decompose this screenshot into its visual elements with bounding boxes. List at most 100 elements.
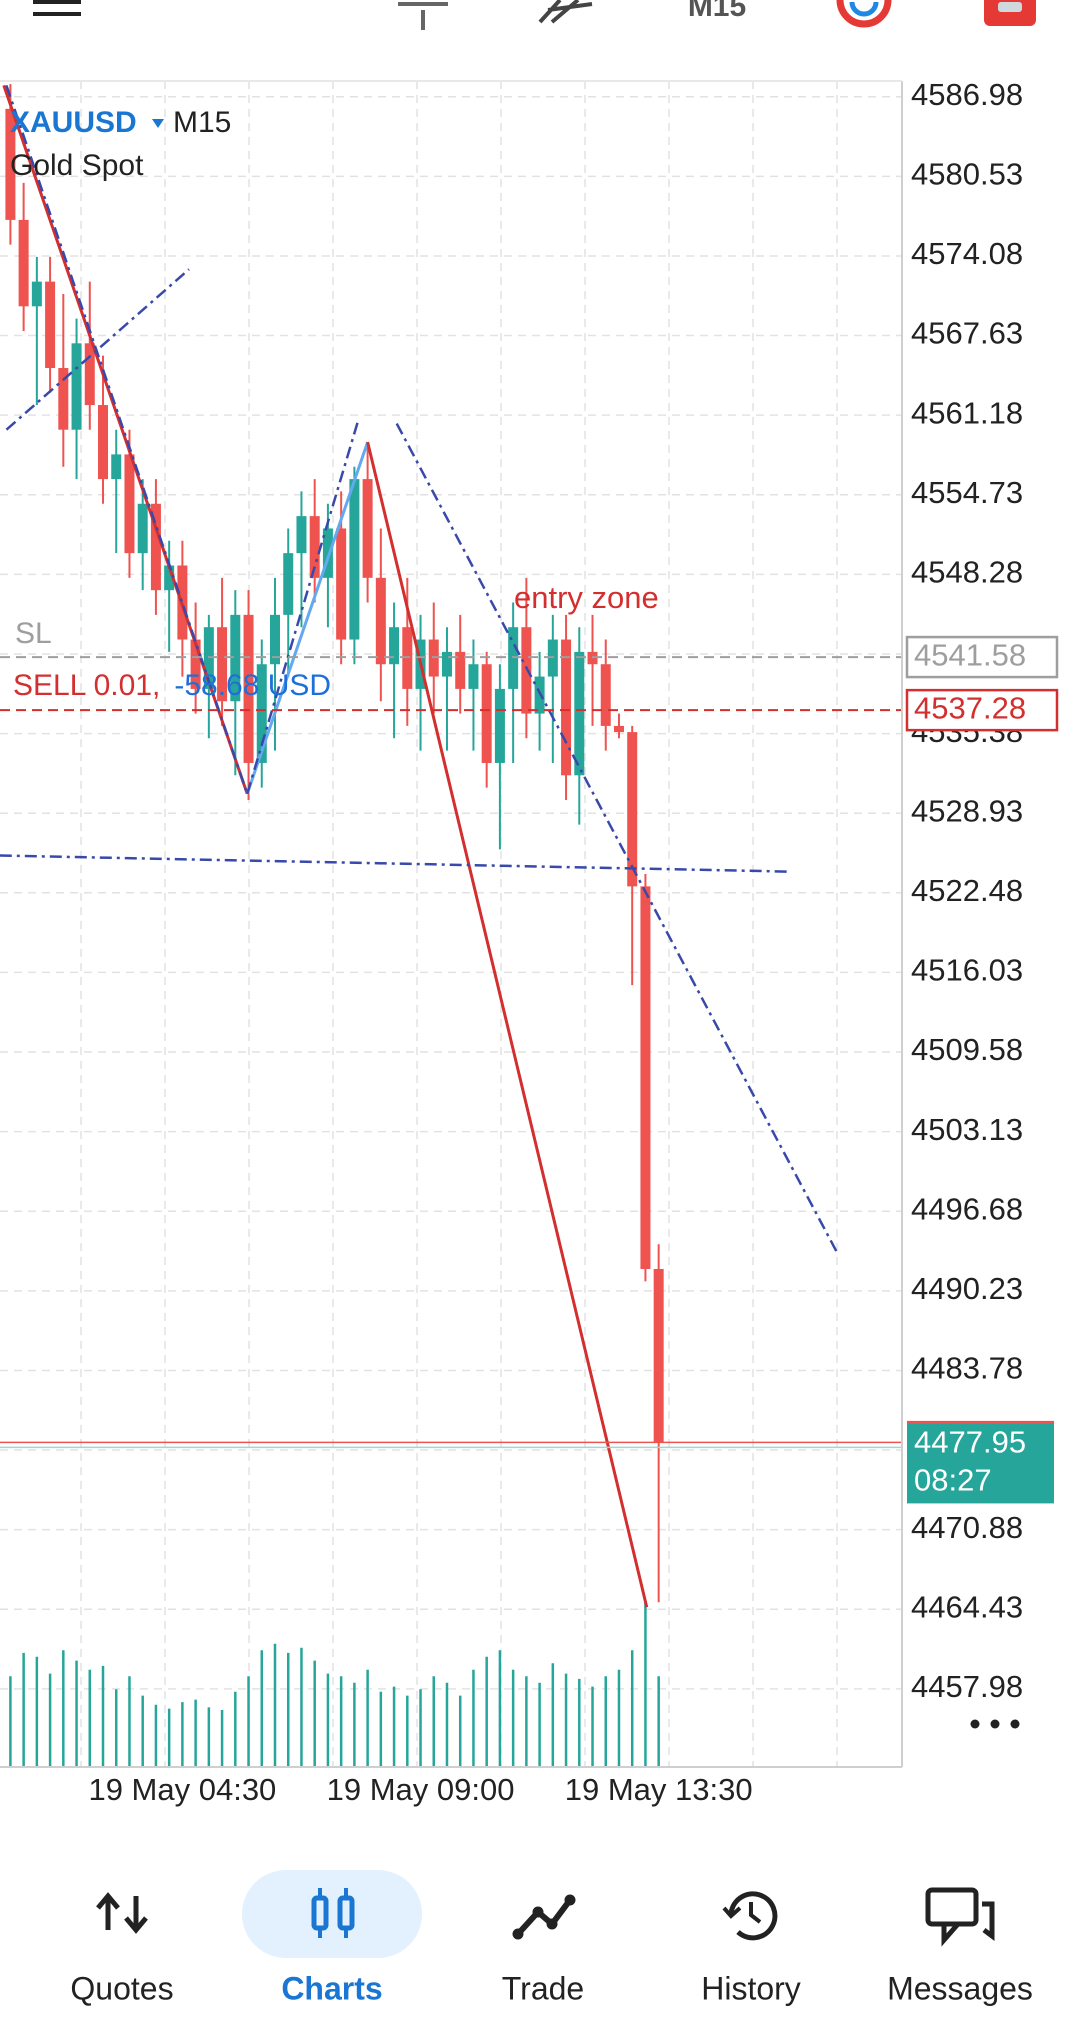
stop-loss-label: SL — [15, 617, 52, 650]
candle-body — [84, 343, 95, 406]
trade-icon — [512, 1894, 576, 1940]
candle-body — [362, 479, 373, 578]
candle-body — [574, 651, 585, 776]
nav-tab-label[interactable]: Messages — [887, 1970, 1033, 2006]
trendline[interactable] — [0, 854, 788, 873]
candle-body — [309, 516, 320, 578]
candle-body — [521, 627, 532, 714]
quotes-icon — [96, 1892, 148, 1934]
y-tick-label: 4580.53 — [911, 157, 1023, 192]
y-tick-label: 4554.73 — [911, 475, 1023, 510]
chart-timeframe: M15 — [173, 106, 231, 139]
y-tick-label: 4528.93 — [911, 793, 1023, 828]
position-profit: -58.68 USD — [174, 669, 331, 702]
candle-body — [613, 725, 624, 733]
y-tick-label: 4509.58 — [911, 1032, 1023, 1067]
x-tick-label: 19 May 04:30 — [88, 1772, 276, 1807]
y-tick-label: 4503.13 — [911, 1112, 1023, 1147]
symbol[interactable]: XAUUSD — [10, 106, 137, 139]
trendline[interactable] — [246, 419, 360, 795]
candle-body — [283, 553, 294, 615]
trade-button[interactable] — [984, 0, 1036, 26]
nav-tab-label[interactable]: Quotes — [70, 1970, 173, 2006]
y-tick-label: 4586.98 — [911, 77, 1023, 112]
y-tick-label: 4490.23 — [911, 1271, 1023, 1306]
candle-body — [336, 528, 347, 640]
bar-countdown: 08:27 — [914, 1463, 992, 1498]
y-tick-label: 4496.68 — [911, 1191, 1023, 1226]
candle-body — [243, 614, 254, 763]
history-icon — [722, 1891, 778, 1941]
candle-body — [190, 639, 201, 689]
candle-body — [455, 651, 466, 689]
candle-body — [322, 528, 333, 578]
nav-tab-label[interactable]: History — [701, 1970, 801, 2006]
candle-body — [640, 886, 651, 1269]
candle-body — [653, 1268, 664, 1443]
trendline[interactable] — [245, 441, 370, 795]
candle-body — [124, 454, 135, 554]
stop-loss-price: 4541.58 — [914, 637, 1026, 672]
trendline[interactable] — [366, 441, 649, 1608]
timeframe-button[interactable]: M15 — [688, 0, 746, 23]
candle-body — [217, 627, 228, 702]
candle-body — [71, 343, 82, 430]
position-price: 4537.28 — [914, 690, 1026, 725]
candle-body — [561, 639, 572, 776]
candle-body — [627, 732, 638, 887]
nav-tab-label[interactable]: Trade — [502, 1970, 584, 2006]
candle-body — [137, 503, 148, 554]
stop-loss-price-box — [905, 635, 1059, 679]
candle-body — [481, 664, 492, 763]
y-tick-label: 4464.43 — [911, 1589, 1023, 1624]
candle-body — [18, 219, 29, 307]
annotation[interactable]: entry zone — [514, 580, 659, 615]
active-tab-highlight — [242, 1870, 422, 1958]
candle-body — [296, 516, 307, 554]
current-price-box — [907, 1421, 1054, 1504]
candle-body — [375, 577, 386, 665]
y-tick-label: 4574.08 — [911, 236, 1023, 271]
y-tick-label: 4522.48 — [911, 873, 1023, 908]
bottom-nav: Quotes Charts Trade History Messages — [70, 1870, 1033, 2006]
position-side: SELL 0.01, — [13, 669, 160, 702]
candle-body — [349, 479, 360, 640]
trendline[interactable] — [5, 268, 190, 431]
x-tick-label: 19 May 09:00 — [327, 1772, 515, 1807]
nav-tab-label[interactable]: Charts — [281, 1970, 382, 2006]
y-tick-label: 4516.03 — [911, 953, 1023, 988]
y-tick-label: 4483.78 — [911, 1351, 1023, 1386]
candle-body — [5, 108, 16, 220]
candle-body — [164, 565, 175, 591]
candle-body — [31, 281, 42, 307]
messages-icon — [925, 1887, 995, 1947]
objects-button[interactable] — [836, 0, 892, 28]
y-tick-label: 4567.63 — [911, 316, 1023, 351]
more-button[interactable] — [970, 1719, 1020, 1729]
y-tick-label: 4548.28 — [911, 555, 1023, 590]
position-price-box — [905, 688, 1059, 732]
indicators-button[interactable] — [538, 0, 593, 24]
trendline[interactable] — [395, 422, 840, 1257]
candle-body — [256, 664, 267, 763]
chart: 4586.98 4580.53 4574.08 4567.63 4561.18 4554.… — [0, 77, 1059, 1807]
menu-button[interactable] — [33, 0, 81, 16]
position-label[interactable]: SELL 0.01, -58.68 USD — [13, 669, 331, 702]
symbol-dropdown[interactable] — [152, 119, 164, 128]
candle-body — [494, 688, 505, 763]
candle-body — [150, 503, 161, 591]
y-tick-label: 4457.98 — [911, 1669, 1023, 1704]
symbol-description: Gold Spot — [10, 149, 144, 182]
trendline[interactable] — [2, 84, 249, 795]
plot-area — [0, 81, 902, 1767]
charts-icon — [311, 1888, 355, 1938]
candle-body — [58, 368, 69, 430]
candle-body — [441, 651, 452, 677]
candle-body — [230, 614, 241, 702]
candle-body — [600, 664, 611, 726]
y-tick-label: 4561.18 — [911, 395, 1023, 430]
y-tick-label: 4470.88 — [911, 1510, 1023, 1545]
crosshair-button[interactable] — [398, 2, 448, 30]
candle-body — [45, 281, 56, 369]
